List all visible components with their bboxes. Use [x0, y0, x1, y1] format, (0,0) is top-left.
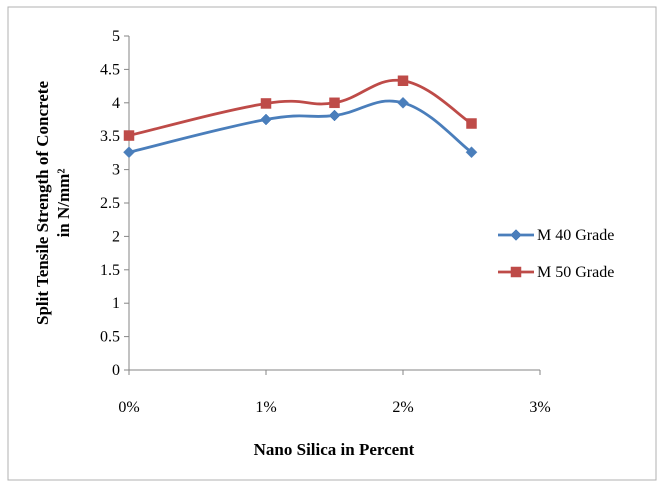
y-tick-label: 0	[112, 362, 120, 379]
y-tick-label: 1	[112, 295, 120, 312]
data-point	[328, 109, 341, 122]
legend-marker	[510, 266, 522, 278]
y-tick-label: 4.5	[100, 61, 120, 78]
legend-item-1: M 40 Grade	[498, 227, 614, 244]
series-layer	[123, 75, 478, 159]
legend: M 40 Grade M 50 Grade	[498, 227, 614, 281]
y-tick-label: 4	[112, 95, 120, 112]
x-tick-label: 3%	[529, 399, 550, 416]
data-point	[465, 146, 478, 159]
x-tick-group: 0% 1% 2% 3%	[118, 370, 551, 416]
legend-label: M 40 Grade	[537, 227, 614, 244]
x-axis-title: Nano Silica in Percent	[254, 440, 415, 459]
data-point	[260, 113, 272, 126]
legend-marker	[510, 229, 522, 241]
data-point	[466, 118, 477, 129]
y-tick-label: 2	[112, 228, 120, 245]
data-point	[260, 98, 272, 109]
data-point	[123, 146, 135, 159]
series-2	[123, 75, 477, 141]
legend-item-2: M 50 Grade	[498, 264, 614, 281]
data-point	[123, 130, 135, 141]
y-axis-title-line-2: in N/mm²	[54, 169, 73, 238]
data-point	[329, 97, 340, 109]
legend-label: M 50 Grade	[537, 264, 614, 281]
series-1	[123, 96, 478, 159]
y-axis-title-line-1: Split Tensile Strength of Concrete	[33, 81, 52, 325]
x-tick-label: 2%	[392, 399, 413, 416]
y-tick-label: 5	[112, 28, 120, 45]
y-tick-label: 2.5	[100, 195, 120, 212]
chart-frame	[7, 6, 657, 481]
x-tick-label: 0%	[118, 399, 139, 416]
data-point	[397, 96, 409, 109]
y-tick-label: 3	[112, 162, 120, 179]
data-point	[397, 75, 409, 87]
y-tick-label: 1.5	[100, 262, 120, 279]
y-tick-label: 0.5	[100, 329, 120, 346]
y-tick-label: 3.5	[100, 128, 120, 145]
y-tick-group: 0 0.5 1 1.5 2 2.5 3 3.5 4 4.5 5	[100, 28, 129, 379]
x-tick-label: 1%	[255, 399, 276, 416]
